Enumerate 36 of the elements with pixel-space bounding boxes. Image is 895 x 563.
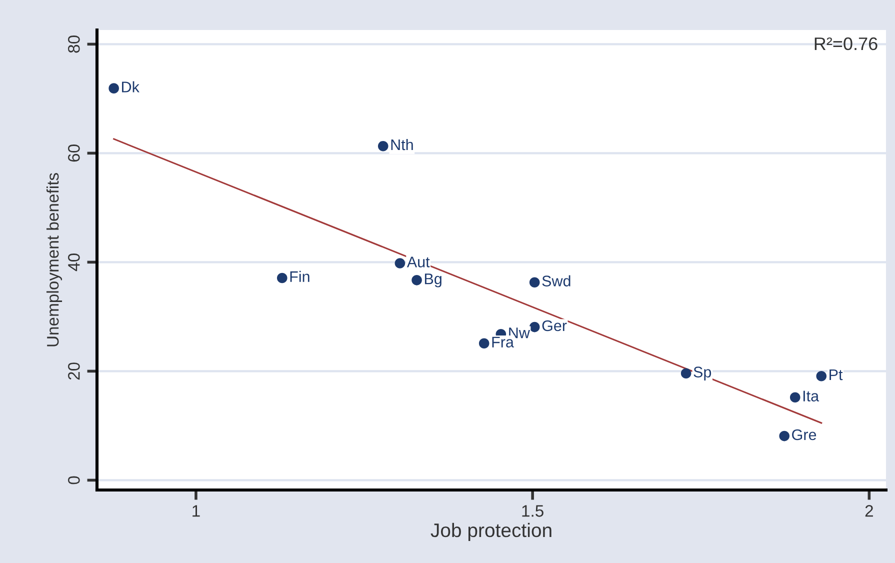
point	[394, 258, 406, 268]
point	[529, 322, 540, 332]
annotation: Bg	[424, 274, 442, 288]
y-axis-title: Unemployment benefits	[46, 173, 62, 346]
annotation: Nth	[391, 138, 413, 150]
annotation: Ita	[803, 390, 820, 402]
point	[779, 430, 790, 442]
x-axis-title: Job protection	[430, 522, 552, 542]
point	[680, 368, 692, 379]
y-tick-label: 60	[68, 144, 80, 162]
point	[108, 83, 119, 94]
point	[276, 272, 288, 284]
annotation: Pt	[830, 370, 843, 380]
y-tick-label: 20	[68, 362, 80, 380]
y-tick-label: 80	[68, 36, 80, 53]
x-tick-label: 1	[192, 505, 200, 517]
point	[478, 338, 490, 349]
annotation: Sp	[694, 366, 712, 380]
point	[412, 275, 422, 286]
x-tick-label: 1.5	[522, 505, 544, 517]
annotation: Nw	[509, 328, 530, 338]
annotation: Dk	[122, 81, 140, 92]
y-tick-label: 40	[68, 254, 80, 272]
annotation: R²=0.76	[814, 37, 878, 50]
point	[816, 370, 827, 382]
point	[529, 277, 540, 288]
x-tick-label: 2	[865, 505, 873, 517]
annotation: Ger	[542, 320, 567, 332]
point	[378, 140, 388, 152]
point	[790, 392, 800, 402]
annotation: Aut	[406, 256, 430, 268]
y-tick-label: 0	[68, 476, 80, 484]
annotation: Gre	[792, 429, 816, 440]
annotation: Swd	[542, 275, 570, 286]
annotation: Fra	[492, 336, 514, 348]
annotation: Fin	[290, 270, 310, 282]
